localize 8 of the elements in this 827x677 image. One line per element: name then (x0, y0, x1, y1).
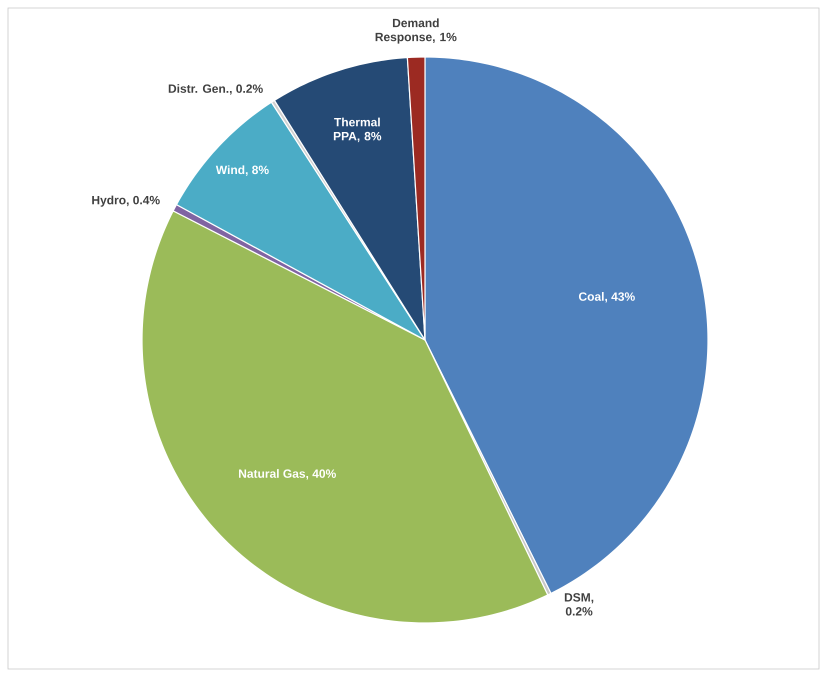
slice-label: Natural Gas, 40% (239, 469, 336, 480)
slice-label: Wind, 8% (216, 165, 269, 176)
slice-label: Coal, 43% (578, 292, 635, 303)
slice-label: Distr. Gen., 0.2% (168, 84, 263, 95)
slice-label: Hydro, 0.4% (92, 196, 160, 207)
slice-label: Thermal PPA, 8% (334, 118, 382, 142)
slice-label: DSM, 0.2% (564, 593, 594, 616)
slice-label: Demand Response, 1% (376, 18, 457, 44)
